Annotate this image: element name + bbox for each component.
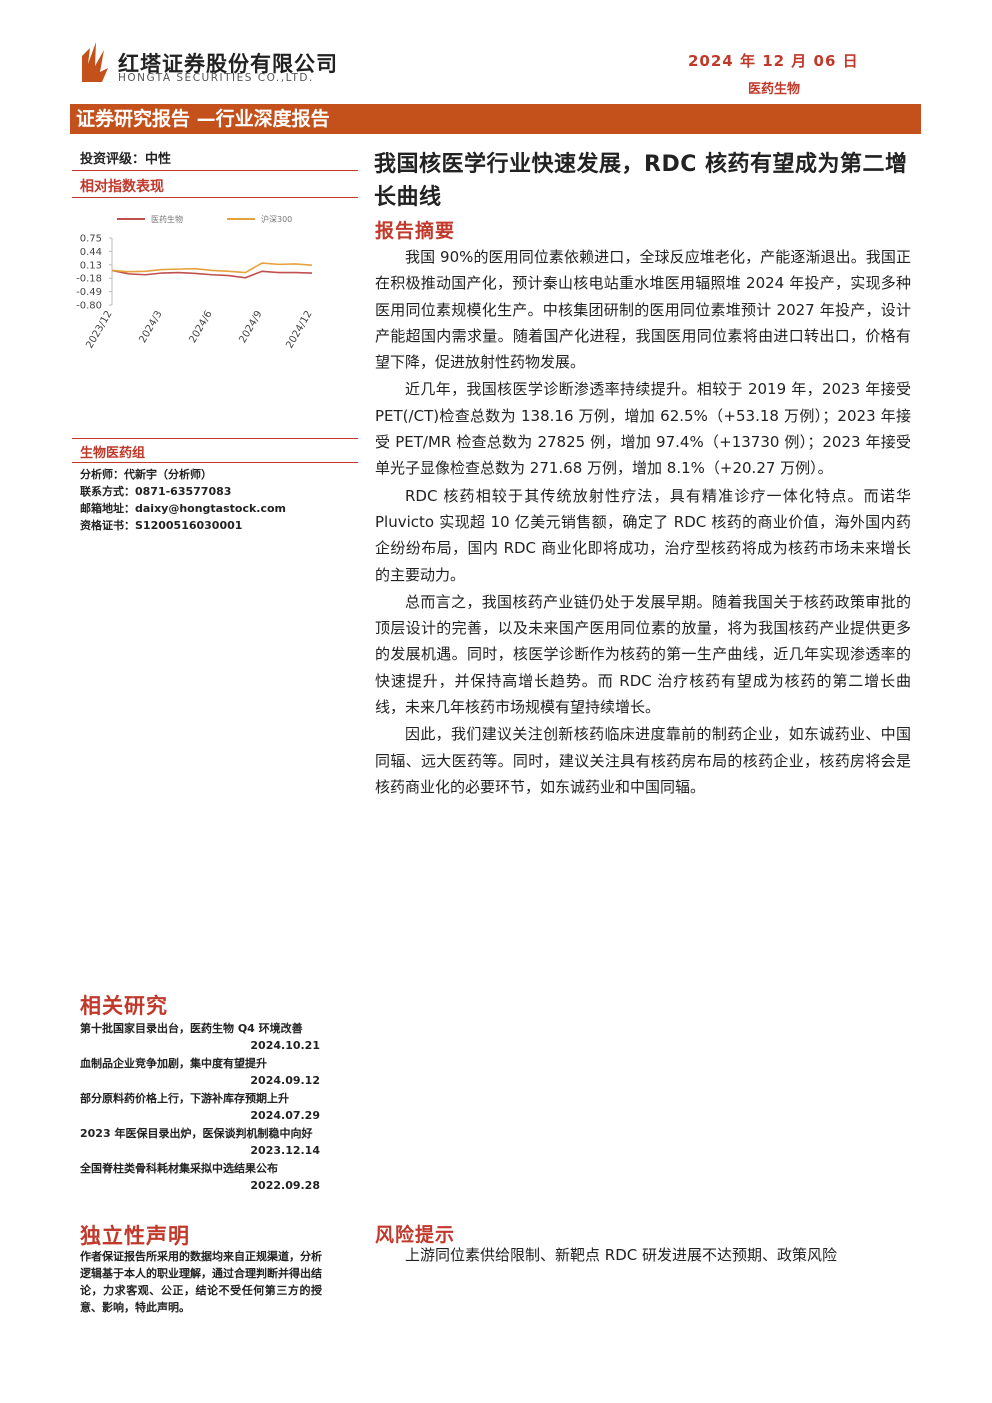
related-date: 2024.10.21: [250, 1039, 320, 1052]
x-tick-label: 2024/6: [187, 309, 214, 345]
x-tick-label: 2024/3: [137, 309, 164, 345]
y-tick-label: -0.80: [76, 301, 102, 312]
contact-line: 资格证书：S1200516030001: [80, 519, 243, 532]
legend-label: 沪深300: [261, 214, 292, 224]
related-title: 第十批国家目录出台，医药生物 Q4 环境改善: [80, 1022, 303, 1035]
related-date: 2022.09.28: [250, 1179, 320, 1192]
report-title: 我国核医学行业快速发展，RDC 核药有望成为第二增长曲线: [374, 152, 908, 210]
summary: 我国 90%的医用同位素依赖进口，全球反应堆老化，产能逐渐退出。我国正在积极推动…: [375, 244, 911, 801]
related-title: 2023 年医保目录出炉，医保谈判机制稳中向好: [80, 1127, 313, 1140]
y-tick-label: -0.18: [76, 274, 102, 285]
related-heading: 相关研究: [80, 994, 168, 1018]
disclaimer-heading: 独立性声明: [80, 1224, 190, 1248]
related-date: 2024.09.12: [250, 1074, 320, 1087]
summary-heading: 报告摘要: [375, 220, 456, 242]
contact-line: 分析师：代新宇（分析师）: [80, 468, 212, 481]
paragraph: 因此，我们建议关注创新核药临床进度靠前的制药企业，如东诚药业、中国同辐、远大医药…: [375, 725, 911, 796]
legend-label: 医药生物: [151, 214, 183, 224]
paragraph: RDC 核药相较于其传统放射性疗法，具有精准诊疗一体化特点。而诺华 Pluvic…: [375, 486, 911, 584]
rule: [72, 170, 358, 171]
rating: 投资评级：中性: [80, 152, 172, 167]
rule: [72, 197, 358, 198]
rule: [72, 462, 358, 463]
contact-line: 邮箱地址：daixy@hongtastock.com: [80, 502, 287, 515]
related-title: 血制品企业竞争加剧，集中度有望提升: [80, 1057, 267, 1070]
paragraph: 总而言之，我国核药产业链仍处于发展早期。随着我国关于核药政策审批的顶层设计的完善…: [375, 592, 911, 717]
y-tick-label: -0.49: [76, 287, 102, 298]
x-tick-label: 2023/12: [84, 309, 114, 350]
disclaimer: 作者保证报告所采用的数据均来自正规渠道，分析逻辑基于本人的职业理解，通过合理判断…: [80, 1250, 322, 1314]
x-tick-label: 2024/12: [284, 309, 314, 350]
rule: [72, 438, 358, 439]
group-heading: 生物医药组: [80, 446, 146, 461]
paragraph: 近几年，我国核医学诊断渗透率持续提升。相较于 2019 年，2023 年接受 P…: [375, 380, 911, 478]
y-tick-label: 0.75: [80, 234, 102, 245]
company-name: 红塔证券股份有限公司: [118, 52, 338, 76]
report-date: 2024 年 12 月 06 日: [688, 52, 859, 70]
industry: 医药生物: [748, 82, 801, 97]
series-line: [111, 269, 313, 279]
related-title: 部分原料药价格上行，下游补库存预期上升: [80, 1092, 289, 1105]
related-list: 第十批国家目录出台，医药生物 Q4 环境改善 2024.10.21 血制品企业竞争加…: [80, 1020, 320, 1195]
contact-line: 联系方式：0871-63577083: [80, 485, 232, 498]
x-tick-label: 2024/9: [237, 309, 264, 345]
risk-heading: 风险提示: [375, 1224, 456, 1246]
series-line: [111, 262, 313, 274]
chart-heading: 相对指数表现: [80, 179, 164, 195]
logo-icon: [82, 42, 108, 82]
banner: 证券研究报告 —行业深度报告: [70, 104, 921, 134]
related-title: 全国脊柱类骨科耗材集采拟中选结果公布: [80, 1162, 278, 1175]
risk: 上游同位素供给限制、新靶点 RDC 研发进展不达预期、政策风险: [405, 1246, 837, 1264]
contacts: 分析师：代新宇（分析师） 联系方式：0871-63577083 邮箱地址：daixy…: [80, 466, 350, 534]
y-tick-label: 0.44: [80, 247, 102, 258]
related-date: 2023.12.14: [250, 1144, 320, 1157]
company-name-en: HONGTA SECURITIES CO.,LTD.: [118, 72, 314, 84]
y-tick-label: 0.13: [80, 260, 102, 271]
related-date: 2024.07.29: [250, 1109, 320, 1122]
paragraph: 我国 90%的医用同位素依赖进口，全球反应堆老化，产能逐渐退出。我国正在积极推动…: [375, 248, 911, 372]
